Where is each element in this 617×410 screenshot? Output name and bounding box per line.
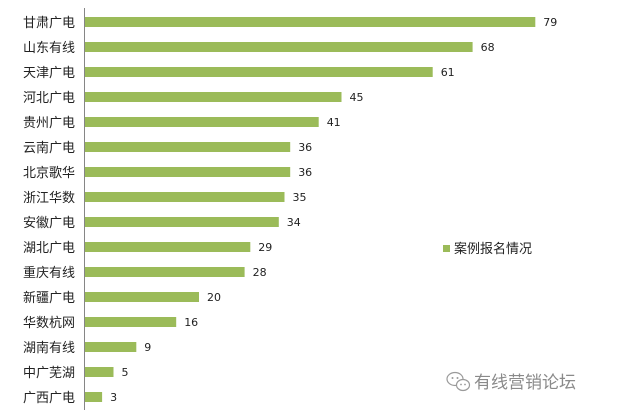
bar (85, 17, 536, 27)
bar (85, 367, 114, 377)
category-label: 天津广电 (23, 66, 75, 81)
bar (85, 317, 177, 327)
bar (85, 92, 342, 102)
category-label: 广西广电 (23, 391, 75, 406)
value-label: 5 (122, 366, 129, 379)
watermark-text: 有线营销论坛 (474, 373, 576, 393)
value-label: 3 (110, 391, 117, 404)
bar (85, 67, 433, 77)
value-label: 9 (144, 341, 151, 354)
category-label: 新疆广电 (23, 290, 75, 306)
value-label: 79 (543, 16, 557, 29)
bar (85, 342, 137, 352)
value-label: 20 (207, 291, 221, 304)
bar (85, 142, 291, 152)
category-label: 浙江华数 (23, 191, 75, 206)
bar (85, 392, 103, 402)
legend-marker (443, 245, 450, 252)
category-labels: 甘肃广电山东有线天津广电河北广电贵州广电云南广电北京歌华浙江华数安徽广电湖北广电… (23, 16, 75, 406)
category-label: 云南广电 (23, 140, 75, 156)
bar (85, 217, 279, 227)
value-label: 68 (481, 41, 495, 54)
value-label: 28 (253, 266, 267, 279)
value-label: 35 (293, 191, 307, 204)
value-label: 36 (298, 141, 312, 154)
bar (85, 292, 199, 302)
value-label: 16 (184, 316, 198, 329)
category-label: 华数杭网 (23, 316, 75, 331)
value-labels: 79 68 61 45 41 36 36 35 34 29 28 20 16 9 53 (110, 16, 557, 404)
value-label: 36 (298, 166, 312, 179)
bar (85, 267, 245, 277)
bars (85, 17, 536, 402)
category-label: 北京歌华 (23, 166, 75, 181)
legend: 案例报名情况 (443, 241, 532, 257)
bar (85, 42, 473, 52)
category-label: 甘肃广电 (23, 16, 75, 31)
value-label: 34 (287, 216, 301, 229)
value-label: 61 (441, 66, 455, 79)
bar (85, 167, 291, 177)
watermark: 有线营销论坛 (446, 371, 576, 393)
category-label: 重庆有线 (23, 265, 75, 281)
category-label: 山东有线 (23, 41, 75, 56)
category-label: 中广芜湖 (23, 366, 75, 381)
category-label: 河北广电 (23, 91, 75, 106)
bar (85, 117, 319, 127)
category-label: 贵州广电 (23, 116, 75, 131)
value-label: 45 (350, 91, 364, 104)
value-label: 41 (327, 116, 341, 129)
category-label: 安徽广电 (23, 216, 75, 231)
wechat-bubble-icon (446, 371, 471, 392)
category-label: 湖北广电 (23, 241, 75, 256)
bar (85, 192, 285, 202)
legend-label: 案例报名情况 (454, 241, 532, 257)
value-label: 29 (258, 241, 272, 254)
bar (85, 242, 251, 252)
category-label: 湖南有线 (23, 340, 75, 356)
